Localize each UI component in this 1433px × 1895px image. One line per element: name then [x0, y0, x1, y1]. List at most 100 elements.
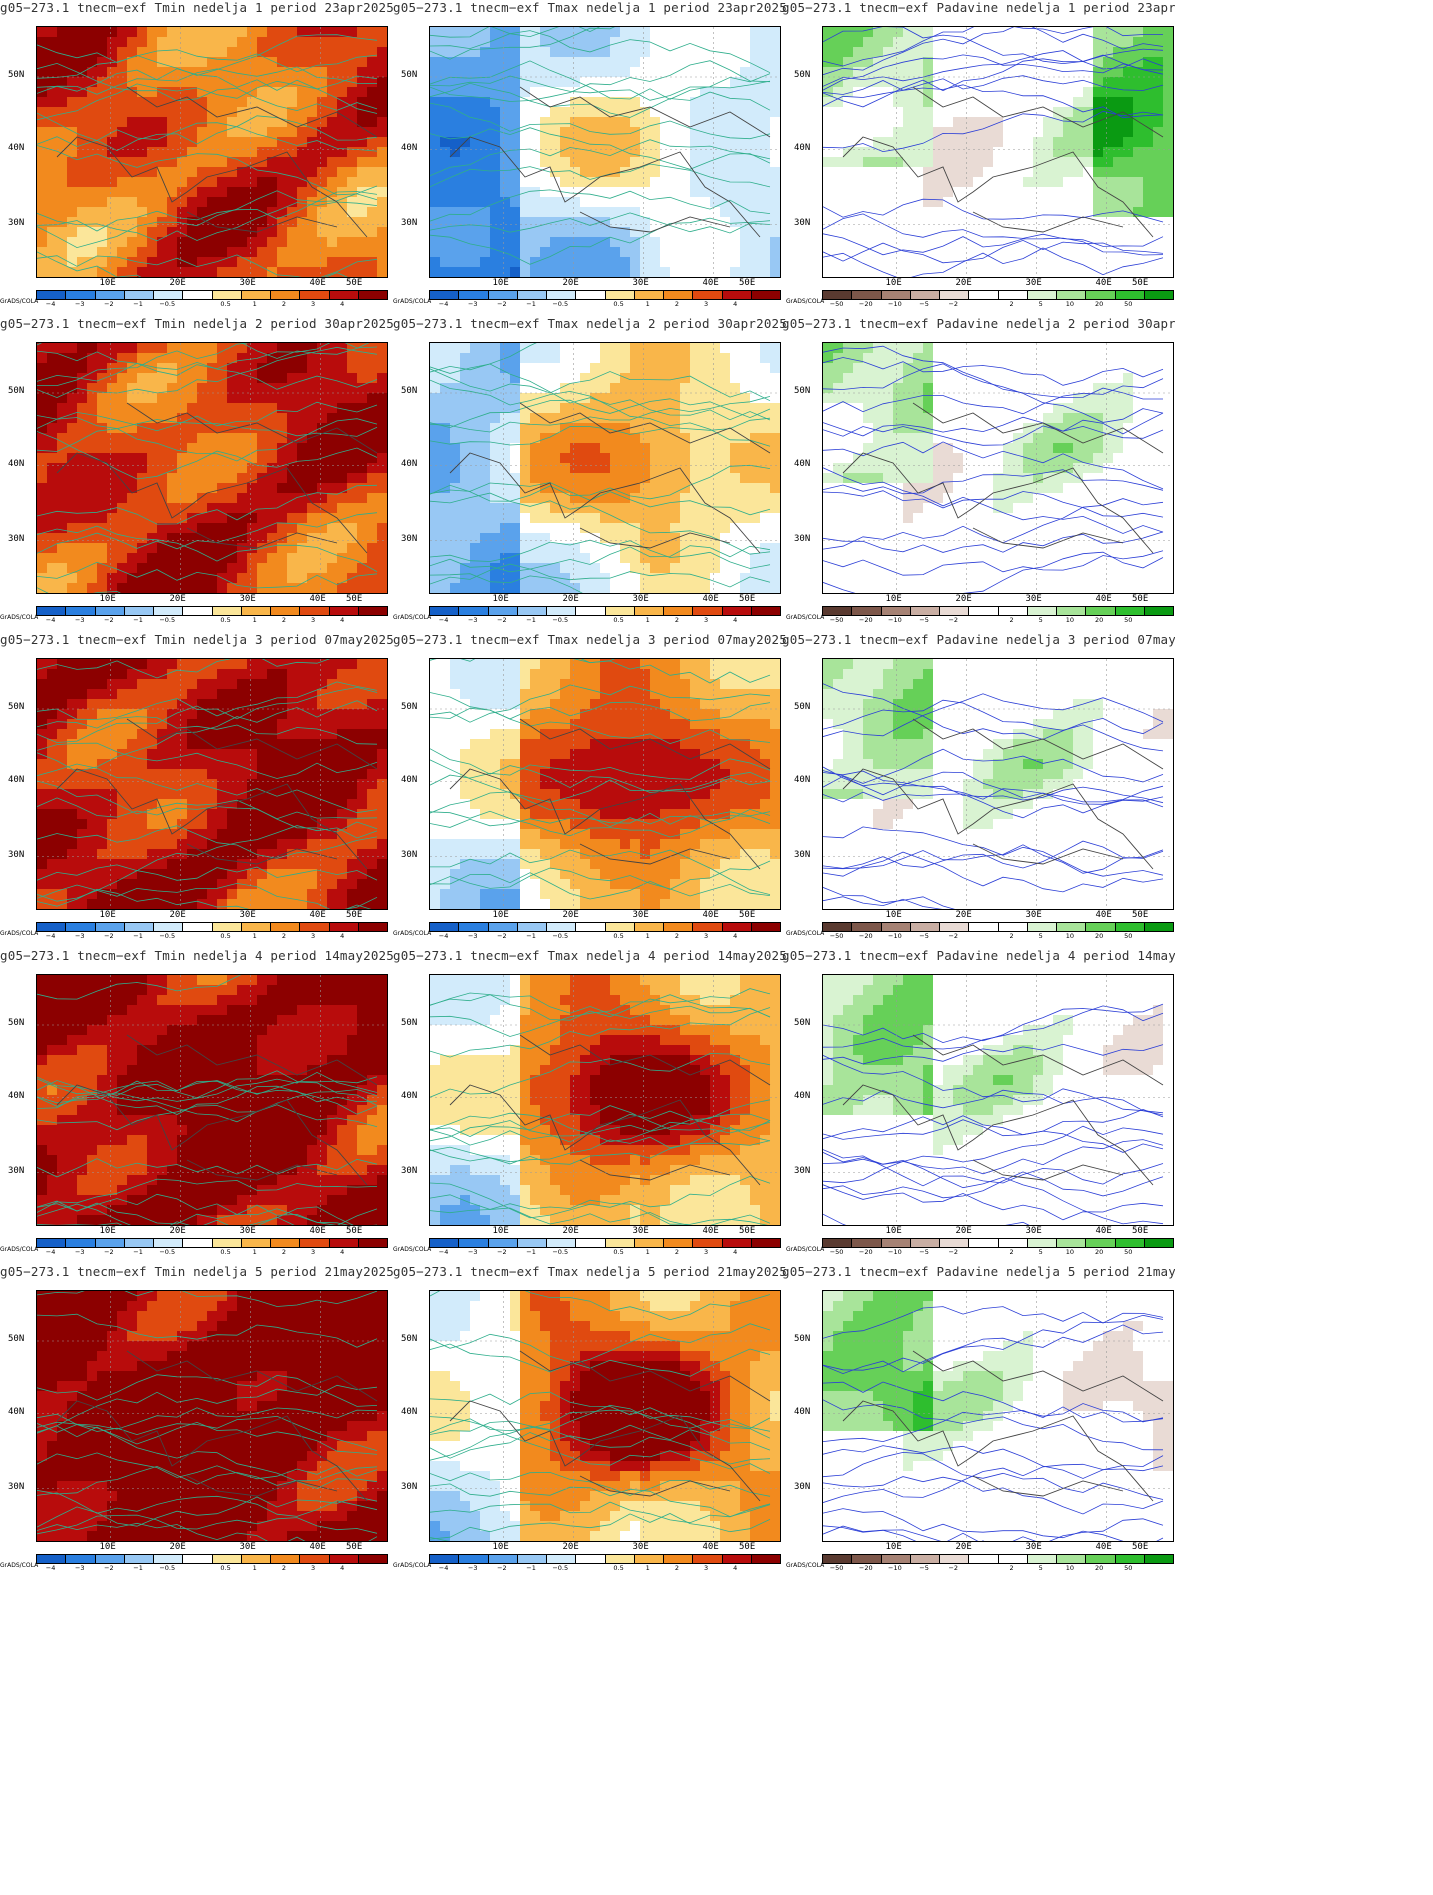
field-cell [197, 167, 208, 178]
field-cell [1073, 117, 1084, 128]
field-cell [87, 207, 98, 218]
field-cell [307, 137, 318, 148]
field-cell [963, 177, 974, 188]
field-cell [760, 187, 771, 198]
field-cell [1113, 27, 1124, 38]
field-cell [147, 343, 158, 354]
field-cell [660, 443, 671, 454]
field-cell [147, 267, 158, 277]
field-cell [650, 117, 661, 128]
field-cell [97, 363, 108, 374]
contour-line [37, 201, 378, 242]
field-cell [187, 157, 198, 168]
field-cell [450, 383, 461, 394]
field-cell [157, 237, 168, 248]
field-cell [470, 493, 481, 504]
field-cell [1163, 167, 1173, 178]
field-cell [490, 197, 501, 208]
field-cell [177, 67, 188, 78]
field-cell [530, 147, 541, 158]
field-cell [37, 77, 48, 88]
field-cell [520, 117, 531, 128]
field-cell [57, 47, 68, 58]
field-cell [540, 453, 551, 464]
field-cell [1013, 37, 1024, 48]
field-cell [560, 257, 571, 268]
field-cell [430, 473, 441, 484]
field-cell [97, 423, 108, 434]
field-cell [680, 37, 691, 48]
field-cell [227, 227, 238, 238]
field-cell [843, 453, 854, 464]
field-cell [47, 157, 58, 168]
field-cell [167, 553, 178, 564]
field-cell [740, 403, 751, 414]
field-cell [327, 117, 338, 128]
field-cell [873, 237, 884, 248]
field-cell [297, 443, 308, 454]
field-cell [1013, 67, 1024, 78]
field-cell [560, 77, 571, 88]
field-cell [267, 257, 278, 268]
latitude-label: 50N [8, 70, 25, 80]
field-cell [893, 363, 904, 374]
colorbar-swatches [429, 290, 781, 300]
field-cell [630, 107, 641, 118]
field-cell [1143, 177, 1154, 188]
field-cell [913, 453, 924, 464]
field-cell [440, 423, 451, 434]
field-cell [267, 67, 278, 78]
field-cell [337, 147, 348, 158]
field-cell [983, 267, 994, 277]
field-cell [137, 27, 148, 38]
field-cell [510, 27, 521, 38]
field-cell [187, 37, 198, 48]
field-cell [157, 513, 168, 524]
field-cell [297, 87, 308, 98]
field-cell [1103, 137, 1114, 148]
field-cell [47, 363, 58, 374]
field-cell [207, 267, 218, 277]
field-cell [277, 363, 288, 374]
field-cell [730, 393, 741, 404]
field-cell [197, 363, 208, 374]
field-cell [913, 87, 924, 98]
field-cell [367, 343, 378, 354]
field-cell [337, 47, 348, 58]
field-cell [863, 217, 874, 228]
field-cell [853, 257, 864, 268]
field-cell [1113, 167, 1124, 178]
field-cell [750, 483, 761, 494]
field-cell [873, 37, 884, 48]
field-cell [327, 413, 338, 424]
field-cell [197, 37, 208, 48]
field-cell [670, 107, 681, 118]
field-cell [520, 207, 531, 218]
field-cell [37, 87, 48, 98]
colorbar-swatch [605, 607, 635, 615]
field-cell [67, 493, 78, 504]
field-cell [760, 513, 771, 524]
longitude-label: 20E [169, 594, 186, 604]
field-cell [1063, 247, 1074, 258]
field-cell [450, 393, 461, 404]
field-cell [177, 403, 188, 414]
field-cell [97, 107, 108, 118]
field-cell [157, 87, 168, 98]
field-cell [137, 57, 148, 68]
field-cell [680, 583, 691, 593]
field-cell [347, 267, 358, 277]
field-cell [943, 177, 954, 188]
field-cell [893, 67, 904, 78]
field-cell [47, 47, 58, 58]
field-cell [1033, 77, 1044, 88]
field-cell [620, 97, 631, 108]
field-cell [590, 77, 601, 88]
field-cell [327, 137, 338, 148]
field-cell [770, 247, 780, 258]
colorbar-swatch [183, 607, 213, 615]
field-cell [127, 147, 138, 158]
field-cell [157, 573, 168, 584]
field-cell [77, 423, 88, 434]
field-cell [600, 187, 611, 198]
